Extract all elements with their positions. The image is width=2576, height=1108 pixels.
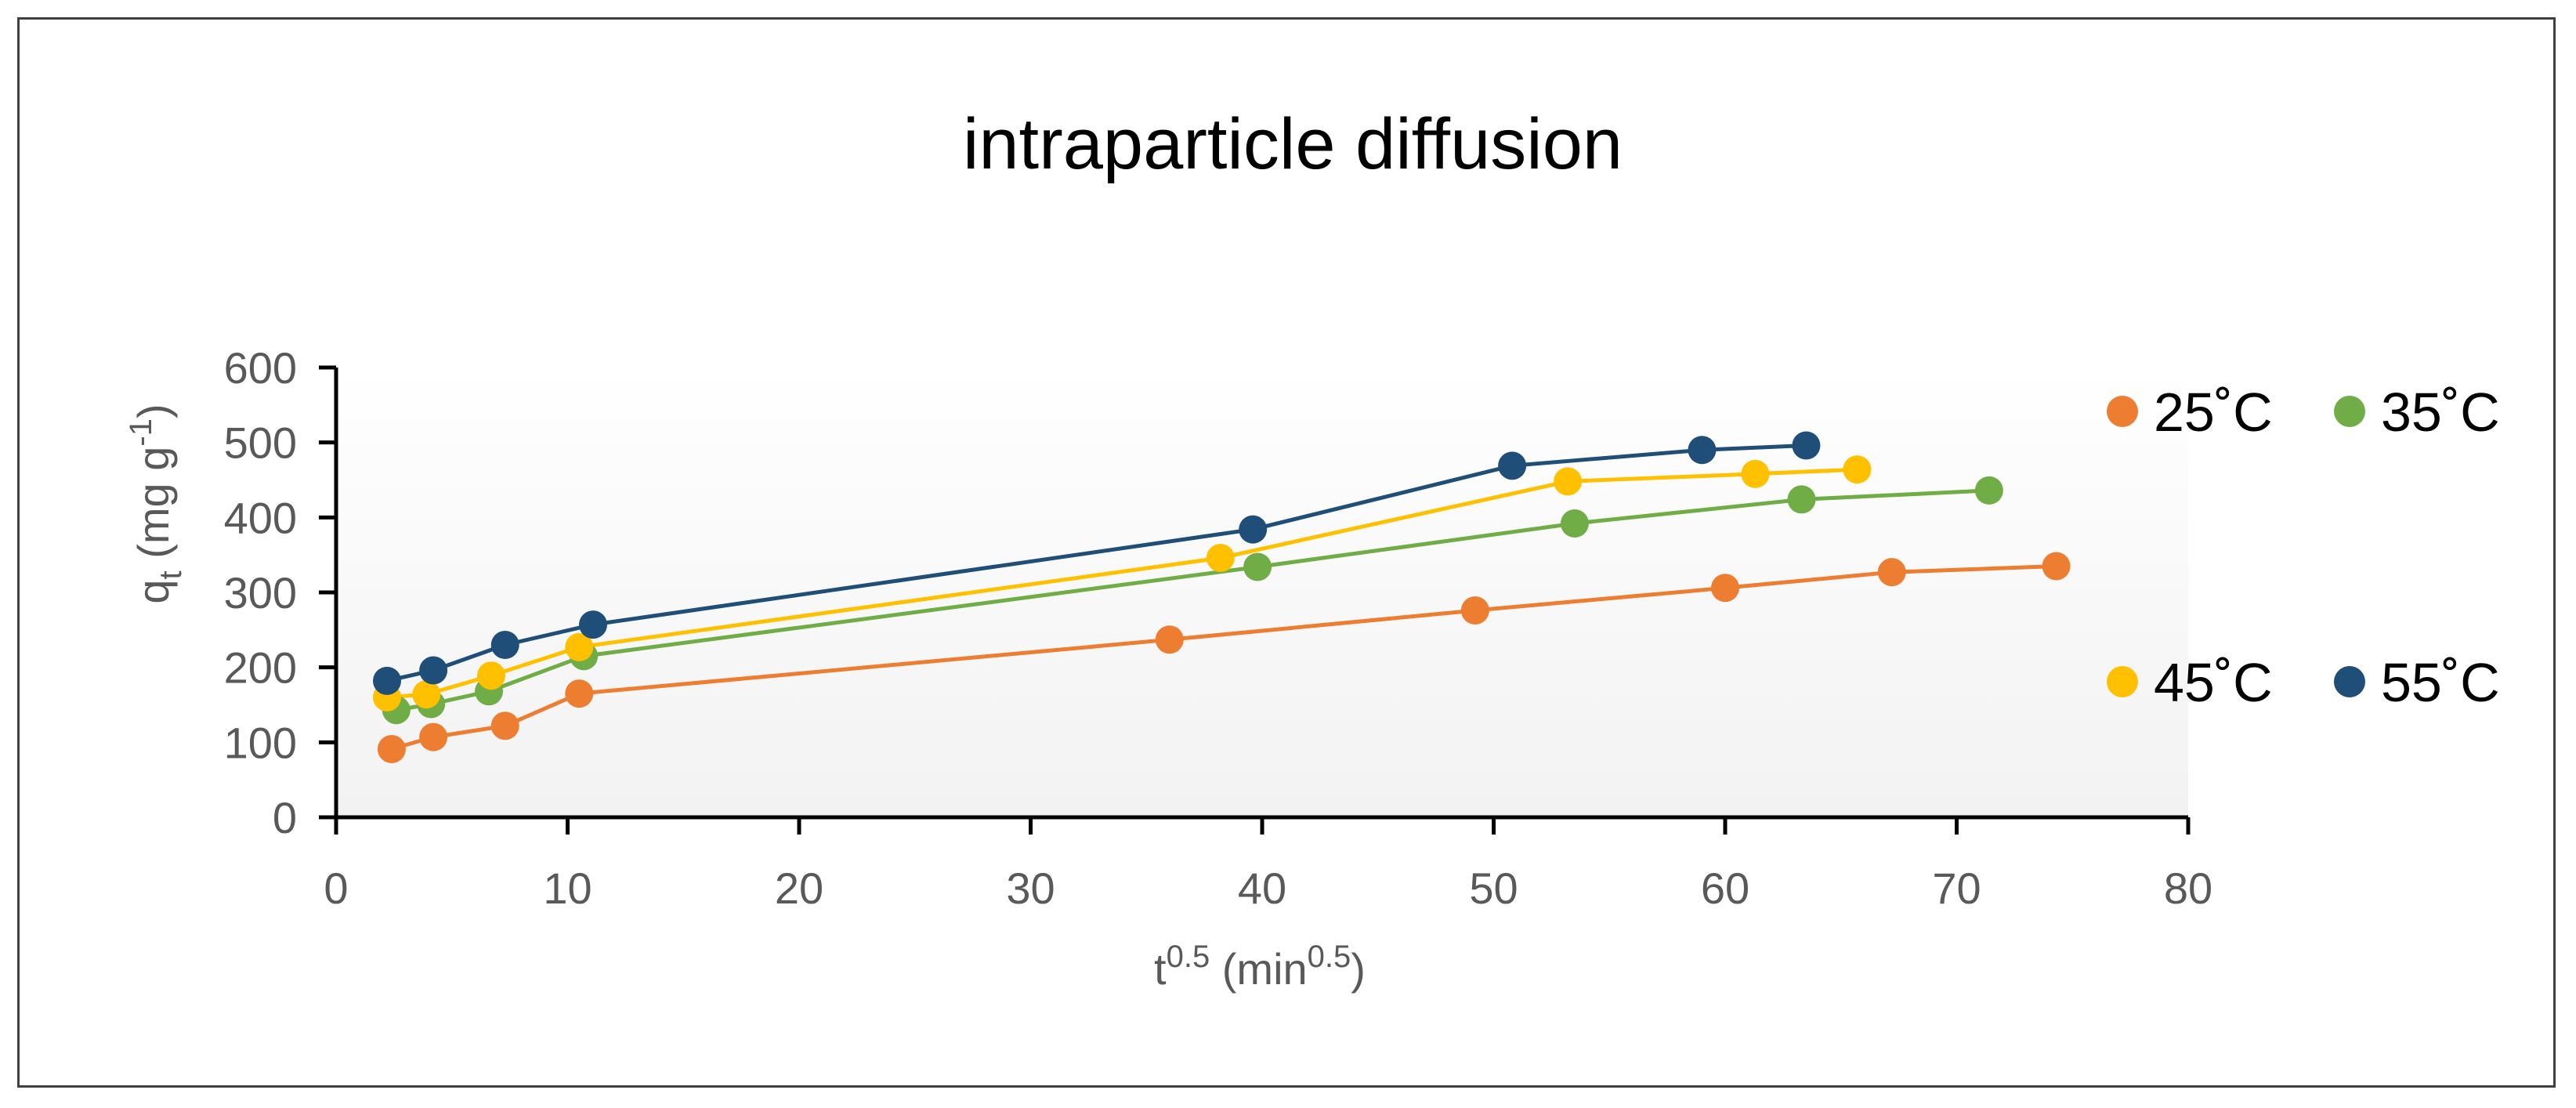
legend-item-25Cc: 25˚C xyxy=(2107,382,2273,443)
legend-marker-55Cc xyxy=(2334,666,2365,697)
chart-title: intraparticle diffusion xyxy=(963,104,1623,184)
tick-labels: 0 10 20 30 40 50 60 70 80 0 100 200 300 400 500 600 xyxy=(224,343,2213,913)
legend-label-55Cc: 55˚C xyxy=(2381,652,2500,713)
y-tick-label: 500 xyxy=(224,418,297,468)
x-tick-label: 80 xyxy=(2164,864,2212,913)
y-axis-title-unit-close: ) xyxy=(128,404,178,418)
data-point-35Cc xyxy=(1974,476,2003,505)
y-tick-label: 0 xyxy=(273,793,297,842)
x-axis-title-unit-close: ) xyxy=(1351,944,1366,994)
legend-label-25Cc: 25˚C xyxy=(2154,382,2273,443)
legend-marker-45Cc xyxy=(2107,666,2138,697)
data-point-55Cc xyxy=(1239,515,1268,544)
data-point-55Cc xyxy=(579,610,608,639)
x-tick-label: 70 xyxy=(1932,864,1981,913)
data-point-45Cc xyxy=(1741,459,1770,488)
x-axis-title-base: t xyxy=(1154,944,1167,994)
data-point-55Cc xyxy=(419,656,448,685)
data-point-25Cc xyxy=(377,734,406,763)
data-point-25Cc xyxy=(1155,625,1184,654)
y-tick-label: 400 xyxy=(224,493,297,542)
y-axis-title-base: q xyxy=(128,579,178,603)
data-point-45Cc xyxy=(1554,467,1583,496)
x-tick-label: 10 xyxy=(543,864,592,913)
x-axis-title-unit-open: (min xyxy=(1210,944,1307,994)
data-point-45Cc xyxy=(412,680,441,709)
y-axis-title-base-sub: t xyxy=(154,570,188,579)
data-point-25Cc xyxy=(1460,596,1489,625)
series-points xyxy=(373,431,2071,763)
data-point-25Cc xyxy=(490,712,519,740)
x-tick-label: 60 xyxy=(1701,864,1749,913)
data-point-25Cc xyxy=(1711,574,1739,603)
chart-frame: intraparticle diffusion 0 10 20 30 40 50 60 70 8… xyxy=(17,17,2556,1088)
y-tick-label: 200 xyxy=(224,643,297,693)
data-point-55Cc xyxy=(490,630,519,659)
y-tick-label: 600 xyxy=(224,343,297,393)
y-tick-label: 100 xyxy=(224,718,297,767)
legend-item-35Cc: 35˚C xyxy=(2334,382,2500,443)
y-axis-title-unit-sup: -1 xyxy=(124,418,158,447)
data-point-45Cc xyxy=(476,661,505,690)
y-axis-title: qt (mg g-1) xyxy=(124,404,188,603)
legend-marker-35Cc xyxy=(2334,396,2365,427)
chart-svg: intraparticle diffusion 0 10 20 30 40 50 60 70 8… xyxy=(124,104,2500,994)
data-point-55Cc xyxy=(1498,451,1527,480)
x-tick-label: 40 xyxy=(1238,864,1286,913)
legend-marker-25Cc xyxy=(2107,396,2138,427)
legend-item-55Cc: 55˚C xyxy=(2334,652,2500,713)
axes xyxy=(319,365,2191,835)
x-axis-title-base-sup: 0.5 xyxy=(1167,940,1210,974)
legend: 25˚C 35˚C 45˚C 55˚C xyxy=(2107,382,2500,713)
data-point-55Cc xyxy=(373,666,402,695)
legend-item-45Cc: 45˚C xyxy=(2107,652,2273,713)
legend-label-35Cc: 35˚C xyxy=(2381,382,2500,443)
data-point-45Cc xyxy=(1843,455,1872,484)
data-point-25Cc xyxy=(565,679,594,708)
y-tick-label: 300 xyxy=(224,568,297,617)
x-tick-label: 50 xyxy=(1469,864,1518,913)
x-tick-label: 30 xyxy=(1006,864,1055,913)
data-point-35Cc xyxy=(1243,552,1272,581)
data-point-45Cc xyxy=(565,632,594,661)
data-point-25Cc xyxy=(1877,558,1906,587)
data-point-35Cc xyxy=(1560,509,1589,538)
data-point-25Cc xyxy=(2042,552,2071,581)
x-axis-title-unit-sup: 0.5 xyxy=(1308,940,1351,974)
data-point-35Cc xyxy=(1787,485,1816,514)
data-point-45Cc xyxy=(1206,543,1235,572)
legend-label-45Cc: 45˚C xyxy=(2154,652,2273,713)
x-axis-title: t0.5 (min0.5) xyxy=(1154,940,1366,994)
data-point-55Cc xyxy=(1688,436,1717,465)
data-point-25Cc xyxy=(419,722,448,751)
y-axis-title-unit-open: (mg g xyxy=(128,447,178,571)
x-tick-label: 20 xyxy=(775,864,823,913)
x-tick-label: 0 xyxy=(324,864,348,913)
data-point-55Cc xyxy=(1792,431,1821,460)
plot-area-background xyxy=(336,368,2188,817)
